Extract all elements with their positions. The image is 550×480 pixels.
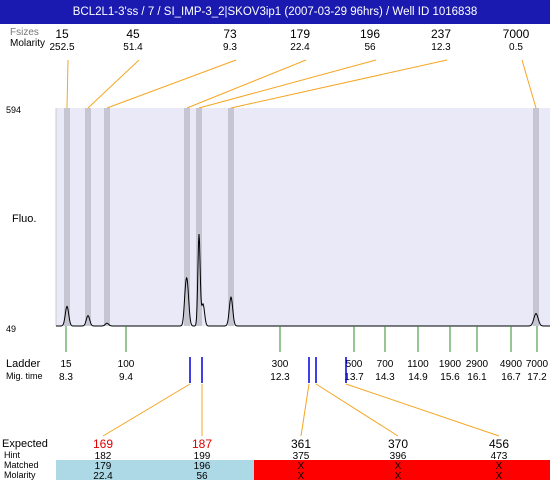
peak-molarity: 22.4 <box>290 42 310 53</box>
molarity-value: 22.4 <box>93 471 113 480</box>
molarity-value: X <box>496 471 503 480</box>
ladder-time: 17.2 <box>527 372 547 383</box>
matched-value: X <box>496 461 503 472</box>
ladder-time: 14.3 <box>375 372 395 383</box>
peak-band <box>64 108 70 326</box>
ladder-size: 1100 <box>407 359 429 370</box>
peak-connector <box>106 59 237 109</box>
ladder-time: 12.3 <box>270 372 290 383</box>
mig-time-label: Mig. time <box>6 371 43 381</box>
ladder-time: 16.7 <box>501 372 521 383</box>
molarity-value: X <box>395 471 402 480</box>
peak-size: 15 <box>55 27 69 41</box>
peak-size: 7000 <box>503 27 530 41</box>
hint-value: 182 <box>95 451 112 462</box>
peak-band <box>104 108 110 326</box>
expected-size: 370 <box>388 437 408 451</box>
hint-value: 375 <box>293 451 310 462</box>
plot-area <box>56 108 550 326</box>
expected-connector <box>315 383 399 437</box>
expected-connector <box>102 383 191 437</box>
peak-connector <box>198 59 377 109</box>
peak-band <box>184 108 190 326</box>
ladder-time: 15.6 <box>440 372 460 383</box>
peak-connector <box>66 59 69 109</box>
matched-row-bg <box>56 460 254 480</box>
ladder-size: 500 <box>346 359 363 370</box>
peak-connector <box>230 59 448 109</box>
expected-size: 361 <box>291 437 311 451</box>
hint-label: Hint <box>4 450 21 460</box>
peak-molarity: 56 <box>364 42 376 53</box>
molarity-value: X <box>298 471 305 480</box>
fsizes-label: Fsizes <box>10 27 39 38</box>
ladder-size: 7000 <box>526 359 549 370</box>
peak-band <box>196 108 202 326</box>
peak-size: 179 <box>290 27 310 41</box>
ladder-label: Ladder <box>6 358 41 370</box>
missing-row-bg <box>254 460 550 480</box>
matched-value: 179 <box>95 461 112 472</box>
ladder-time: 16.1 <box>467 372 487 383</box>
matched-value: X <box>298 461 305 472</box>
peak-molarity: 51.4 <box>123 42 143 53</box>
expected-size: 187 <box>192 437 212 451</box>
ladder-time: 13.7 <box>344 372 364 383</box>
y-max-label: 594 <box>6 105 21 115</box>
expected-size: 169 <box>93 437 113 451</box>
hint-value: 396 <box>390 451 407 462</box>
matched-label: Matched <box>4 460 39 470</box>
peak-molarity: 12.3 <box>431 42 451 53</box>
ladder-time: 14.9 <box>408 372 428 383</box>
ladder-size: 15 <box>60 359 72 370</box>
peak-size: 73 <box>223 27 237 41</box>
hint-value: 199 <box>194 451 211 462</box>
peak-connector <box>521 59 537 109</box>
ladder-time: 8.3 <box>59 372 73 383</box>
peak-connector <box>186 59 307 109</box>
ladder-time: 9.4 <box>119 372 133 383</box>
peak-molarity: 0.5 <box>509 42 523 53</box>
peak-band <box>85 108 91 326</box>
peak-size: 237 <box>431 27 451 41</box>
ladder-size: 2900 <box>466 359 489 370</box>
peak-band <box>228 108 234 326</box>
window-title: BCL2L1-3'ss / 7 / SI_IMP-3_2|SKOV3ip1 (2… <box>0 0 550 24</box>
molarity-label: Molarity <box>10 38 45 49</box>
hint-value: 473 <box>491 451 508 462</box>
peak-connector <box>87 59 140 109</box>
peak-size: 45 <box>126 27 140 41</box>
matched-value: 196 <box>194 461 211 472</box>
peak-molarity: 252.5 <box>49 42 74 53</box>
peak-molarity: 9.3 <box>223 42 237 53</box>
ladder-size: 700 <box>377 359 394 370</box>
molarity-value: 56 <box>196 471 208 480</box>
molarity-bottom-label: Molarity <box>4 470 36 480</box>
ladder-size: 1900 <box>439 359 462 370</box>
expected-label: Expected <box>2 438 48 450</box>
fluorescence-trace <box>56 233 550 327</box>
expected-connector <box>300 383 310 437</box>
matched-value: X <box>395 461 402 472</box>
expected-connector <box>345 383 500 437</box>
peak-size: 196 <box>360 27 380 41</box>
fluo-label: Fluo. <box>12 213 36 225</box>
y-min-label: 49 <box>6 324 16 334</box>
expected-size: 456 <box>489 437 509 451</box>
ladder-size: 300 <box>272 359 289 370</box>
peak-band <box>533 108 539 326</box>
ladder-size: 4900 <box>500 359 523 370</box>
ladder-size: 100 <box>118 359 135 370</box>
